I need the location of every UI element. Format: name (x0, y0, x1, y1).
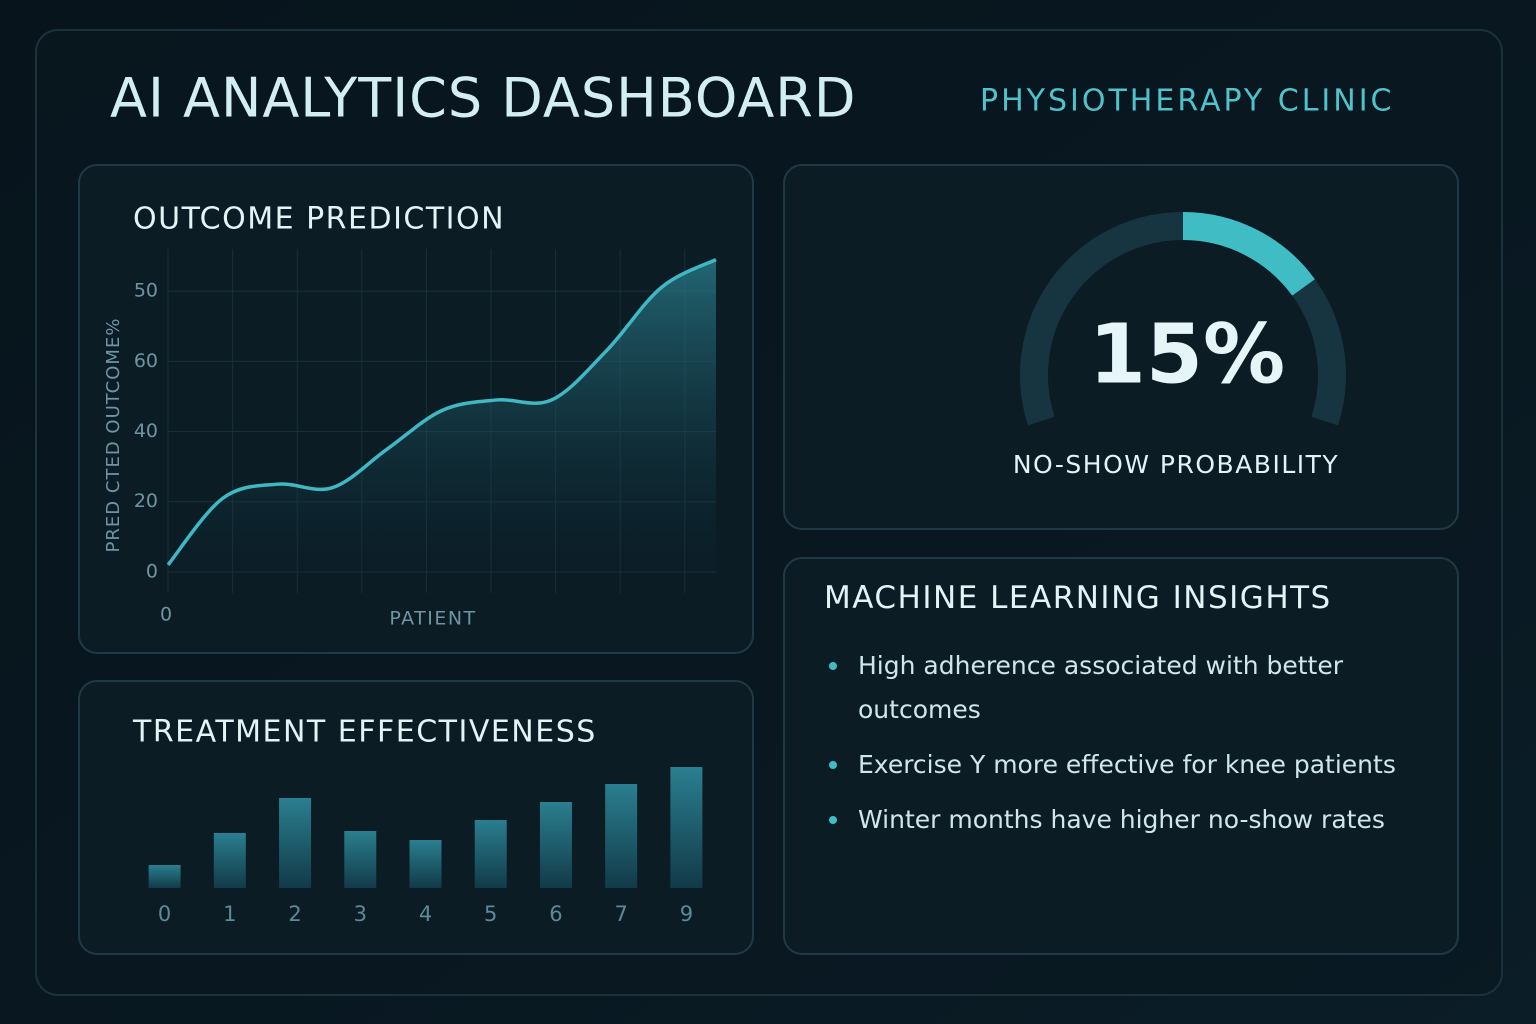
gauge-label: NO-SHOW PROBABILITY (1013, 450, 1339, 479)
x-axis-label: PATIENT (389, 608, 476, 630)
x-tick-label: 0 (160, 604, 172, 626)
x-tick-label: 5 (484, 902, 497, 926)
x-tick-label: 7 (614, 902, 627, 926)
y-tick-label: 20 (134, 490, 158, 512)
bar (539, 802, 572, 888)
x-tick-label: 9 (680, 902, 693, 926)
chart-title: TREATMENT EFFECTIVENESS (132, 715, 597, 750)
y-tick-label: 40 (134, 420, 158, 442)
subtitle: PHYSIOTHERAPY CLINIC (980, 84, 1395, 119)
insights-list: High adherence associated with better ou… (820, 644, 1430, 842)
y-axis-label: PRED CTED OUTCOME% (103, 318, 124, 553)
line (166, 257, 717, 567)
panel (783, 557, 1459, 955)
x-tick-label: 0 (158, 902, 171, 926)
area (168, 259, 716, 572)
gauge-value: 15% (1089, 307, 1285, 402)
bar (279, 798, 312, 888)
y-tick-label: 0 (146, 560, 158, 582)
insight-item: Exercise Y more effective for knee patie… (820, 743, 1430, 787)
y-tick-label: 60 (134, 350, 158, 372)
x-tick-label: 6 (549, 902, 562, 926)
bar (409, 840, 442, 888)
insights-title: MACHINE LEARNING INSIGHTS (824, 580, 1332, 616)
x-tick-label: 4 (419, 902, 432, 926)
bar (213, 833, 246, 888)
x-tick-label: 3 (354, 902, 367, 926)
bar (670, 767, 703, 888)
x-tick-label: 1 (223, 902, 236, 926)
bar (148, 865, 181, 888)
bar (474, 820, 507, 888)
insight-item: Winter months have higher no-show rates (820, 798, 1430, 842)
bar (344, 831, 377, 888)
panel (78, 680, 754, 955)
y-tick-label: 50 (134, 280, 158, 302)
x-tick-label: 2 (288, 902, 301, 926)
gauge-fill (1182, 212, 1315, 296)
bar (605, 784, 638, 888)
insights-panel: MACHINE LEARNING INSIGHTS High adherence… (820, 580, 1430, 853)
title: AI ANALYTICS DASHBOARD (110, 67, 856, 130)
chart-title: OUTCOME PREDICTION (133, 202, 505, 237)
insight-item: High adherence associated with better ou… (820, 644, 1430, 732)
